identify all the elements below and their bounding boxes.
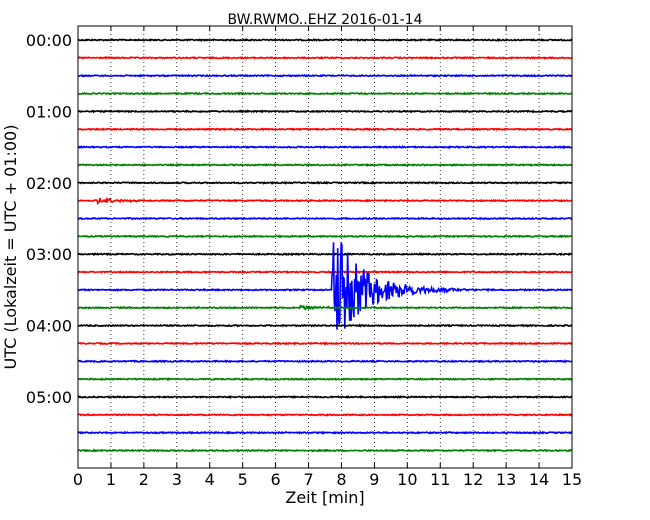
trace-15: [77, 304, 573, 311]
x-tick-label-14: 14: [529, 470, 549, 489]
trace-0: [77, 37, 572, 43]
y-tick-label-3: 03:00: [26, 245, 72, 264]
trace-6: [77, 144, 573, 150]
trace-18: [77, 359, 573, 364]
trace-9: [77, 196, 573, 206]
trace-17: [77, 341, 573, 346]
trace-20: [77, 395, 573, 400]
y-axis-ticks: 00:00 01:00 02:00 03:00 04:00 05:00: [26, 31, 572, 407]
y-tick-label-0: 00:00: [26, 31, 72, 50]
trace-14: [77, 241, 573, 330]
trace-21: [77, 412, 573, 417]
x-tick-label-10: 10: [397, 470, 417, 489]
trace-7: [77, 162, 572, 167]
grid-lines: [110, 26, 540, 468]
trace-19: [77, 377, 573, 382]
trace-2: [78, 73, 573, 78]
x-tick-label-12: 12: [463, 470, 483, 489]
trace-12: [77, 252, 573, 257]
plot-frame: [77, 25, 573, 469]
x-tick-label-6: 6: [271, 470, 281, 489]
trace-series: [77, 37, 573, 453]
chart-title: BW.RWMO..EHZ 2016-01-14: [227, 12, 422, 28]
x-tick-label-9: 9: [369, 470, 379, 489]
x-tick-label-11: 11: [430, 470, 450, 489]
trace-22: [77, 430, 573, 435]
x-axis-label: Zeit [min]: [285, 488, 364, 507]
x-axis-ticks: 0 1 2 3 4 5 6 7 8 9 10 11 12 13 14 15: [73, 26, 582, 489]
trace-3: [77, 91, 573, 96]
x-tick-label-0: 0: [73, 470, 83, 489]
y-tick-label-2: 02:00: [26, 174, 72, 193]
x-tick-label-3: 3: [172, 470, 182, 489]
x-tick-label-1: 1: [106, 470, 116, 489]
x-tick-label-13: 13: [496, 470, 516, 489]
x-tick-label-4: 4: [205, 470, 215, 489]
y-tick-label-5: 05:00: [26, 388, 72, 407]
y-tick-label-4: 04:00: [26, 317, 72, 336]
trace-8: [77, 180, 573, 185]
x-tick-label-8: 8: [336, 470, 346, 489]
x-tick-label-2: 2: [139, 470, 149, 489]
trace-1: [78, 55, 573, 60]
x-tick-label-15: 15: [562, 470, 582, 489]
y-tick-label-1: 01:00: [26, 102, 72, 121]
trace-11: [77, 234, 573, 239]
trace-4: [77, 109, 573, 114]
trace-10: [77, 216, 573, 221]
y-axis-label: UTC (Lokalzeit = UTC + 01:00): [1, 125, 20, 370]
trace-5: [77, 127, 573, 132]
trace-13: [77, 270, 573, 274]
x-tick-label-7: 7: [303, 470, 313, 489]
x-tick-label-5: 5: [238, 470, 248, 489]
trace-23: [77, 448, 573, 453]
trace-16: [78, 323, 573, 328]
